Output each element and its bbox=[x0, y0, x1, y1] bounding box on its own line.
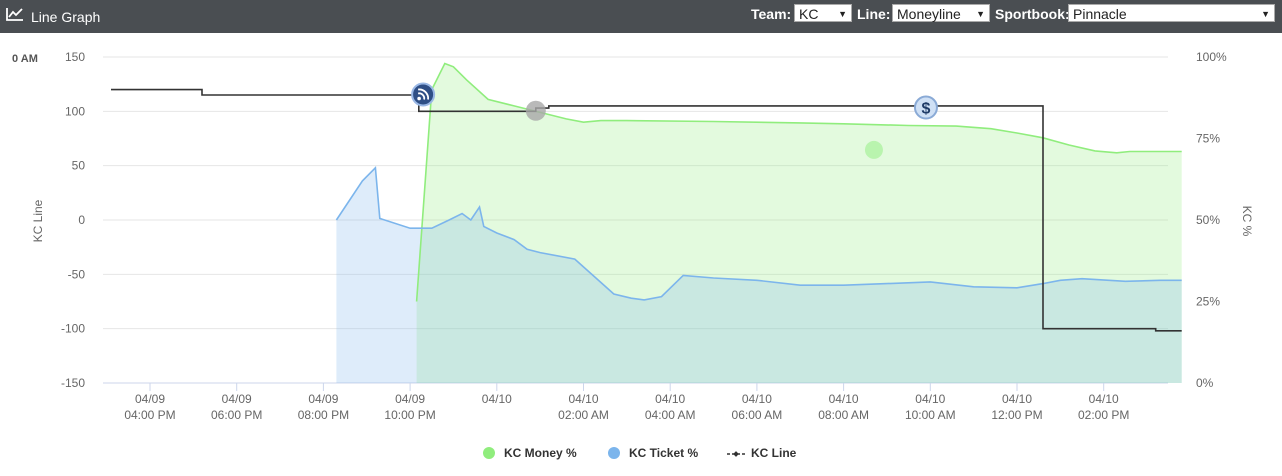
line-chart-icon bbox=[6, 7, 24, 26]
team-select[interactable]: KC ▼ bbox=[794, 4, 852, 22]
ticket-area bbox=[336, 167, 1182, 383]
y-left-tick-label: 0 bbox=[78, 213, 85, 227]
x-tick-time: 04:00 PM bbox=[124, 408, 175, 422]
rss-icon-arc bbox=[417, 88, 430, 100]
y-left-tick-label: -150 bbox=[61, 376, 85, 390]
rss-icon-dot bbox=[417, 96, 421, 101]
grid-layer bbox=[103, 56, 1168, 384]
y-left-tick-label: -50 bbox=[68, 267, 86, 281]
x-tick-time: 06:00 PM bbox=[211, 408, 262, 422]
corner-label: 0 AM bbox=[12, 53, 38, 65]
sportsbook-select-value: Pinnacle bbox=[1073, 6, 1127, 22]
x-tick-date: 04/10 bbox=[1089, 392, 1119, 406]
line-chart: $ 150 100 50 0 -50 -100 -150 100% 75% 50% 25% 0% 04/… bbox=[12, 50, 1254, 422]
dollar-icon-glyph: $ bbox=[922, 101, 931, 118]
legend-item-ticket[interactable]: KC Ticket % bbox=[608, 444, 698, 462]
chevron-down-icon: ▼ bbox=[1261, 9, 1270, 19]
chevron-down-icon: ▼ bbox=[838, 9, 847, 19]
x-tick-time: 08:00 PM bbox=[298, 408, 349, 422]
x-tick-date: 04/09 bbox=[395, 392, 425, 406]
line-select[interactable]: Moneyline ▼ bbox=[892, 4, 990, 22]
rss-icon bbox=[411, 82, 436, 107]
x-tick-time: 04:00 AM bbox=[645, 408, 696, 422]
x-tick-date: 04/09 bbox=[222, 392, 252, 406]
circle-icon bbox=[525, 100, 546, 121]
money-series-line bbox=[415, 62, 1182, 302]
x-tick-date: 04/10 bbox=[1002, 392, 1032, 406]
ticket-series-line bbox=[335, 166, 1182, 301]
axis-layer: 150 100 50 0 -50 -100 -150 100% 75% 50% 25% 0% 04/09… bbox=[61, 50, 1227, 422]
x-tick-time: 10:00 PM bbox=[384, 408, 435, 422]
y-right-tick-label: 75% bbox=[1196, 132, 1220, 146]
line-label: Line: bbox=[857, 6, 891, 22]
x-tick-date: 04/10 bbox=[829, 392, 859, 406]
legend-label: KC Ticket % bbox=[629, 446, 699, 460]
team-select-value: KC bbox=[799, 6, 819, 22]
y-right-tick-label: 100% bbox=[1196, 50, 1227, 64]
green-dot-icon bbox=[483, 447, 495, 459]
y-left-tick-label: 50 bbox=[72, 159, 86, 173]
y-axis-left-title: KC Line bbox=[31, 199, 45, 242]
chevron-down-icon: ▼ bbox=[976, 9, 985, 19]
title-wrap: Line Graph bbox=[6, 0, 100, 33]
y-right-tick-label: 50% bbox=[1196, 213, 1220, 227]
x-tick-date: 04/10 bbox=[915, 392, 945, 406]
page-title: Line Graph bbox=[31, 8, 101, 25]
legend-label: KC Line bbox=[751, 446, 797, 460]
x-tick-date: 04/10 bbox=[482, 392, 512, 406]
sportsbook-select[interactable]: Pinnacle ▼ bbox=[1068, 4, 1275, 22]
x-tick-date: 04/10 bbox=[742, 392, 772, 406]
y-right-tick-label: 25% bbox=[1196, 295, 1220, 309]
y-right-tick-label: 0% bbox=[1196, 376, 1214, 390]
x-tick-date: 04/09 bbox=[135, 392, 165, 406]
area-layer bbox=[336, 63, 1182, 383]
y-axis-right-title: KC % bbox=[1240, 206, 1254, 237]
marker-layer: $ bbox=[411, 82, 938, 159]
x-tick-time: 08:00 AM bbox=[818, 408, 869, 422]
dollar-icon-bg bbox=[913, 95, 938, 120]
x-tick-time: 10:00 AM bbox=[905, 408, 956, 422]
team-label: Team: bbox=[751, 6, 792, 22]
x-tick-time: 02:00 PM bbox=[1078, 408, 1129, 422]
circle-icon bbox=[864, 140, 883, 159]
x-tick-time: 02:00 AM bbox=[558, 408, 609, 422]
line-select-value: Moneyline bbox=[897, 6, 961, 22]
rss-icon-arc bbox=[417, 92, 426, 100]
header-bar: Line Graph Team: KC ▼ Line: Moneyline ▼ … bbox=[0, 0, 1282, 33]
chart-legend: KC Money % KC Ticket % KC Line bbox=[0, 444, 1282, 462]
sportsbook-label: Sportbook: bbox=[995, 6, 1070, 22]
x-tick-date: 04/09 bbox=[308, 392, 338, 406]
money-area bbox=[416, 63, 1182, 383]
legend-item-line[interactable]: KC Line bbox=[727, 444, 796, 462]
x-tick-date: 04/10 bbox=[568, 392, 598, 406]
dollar-icon: $ bbox=[913, 95, 938, 120]
y-left-tick-label: 150 bbox=[65, 50, 85, 64]
x-tick-time: 06:00 AM bbox=[732, 408, 783, 422]
y-left-tick-label: 100 bbox=[65, 104, 85, 118]
x-tick-time: 12:00 PM bbox=[991, 408, 1042, 422]
legend-item-money[interactable]: KC Money % bbox=[483, 444, 577, 462]
blue-dot-icon bbox=[608, 447, 620, 459]
legend-label: KC Money % bbox=[504, 446, 577, 460]
x-tick-date: 04/10 bbox=[655, 392, 685, 406]
line-marker-icon bbox=[727, 448, 745, 458]
y-left-tick-label: -100 bbox=[61, 322, 85, 336]
